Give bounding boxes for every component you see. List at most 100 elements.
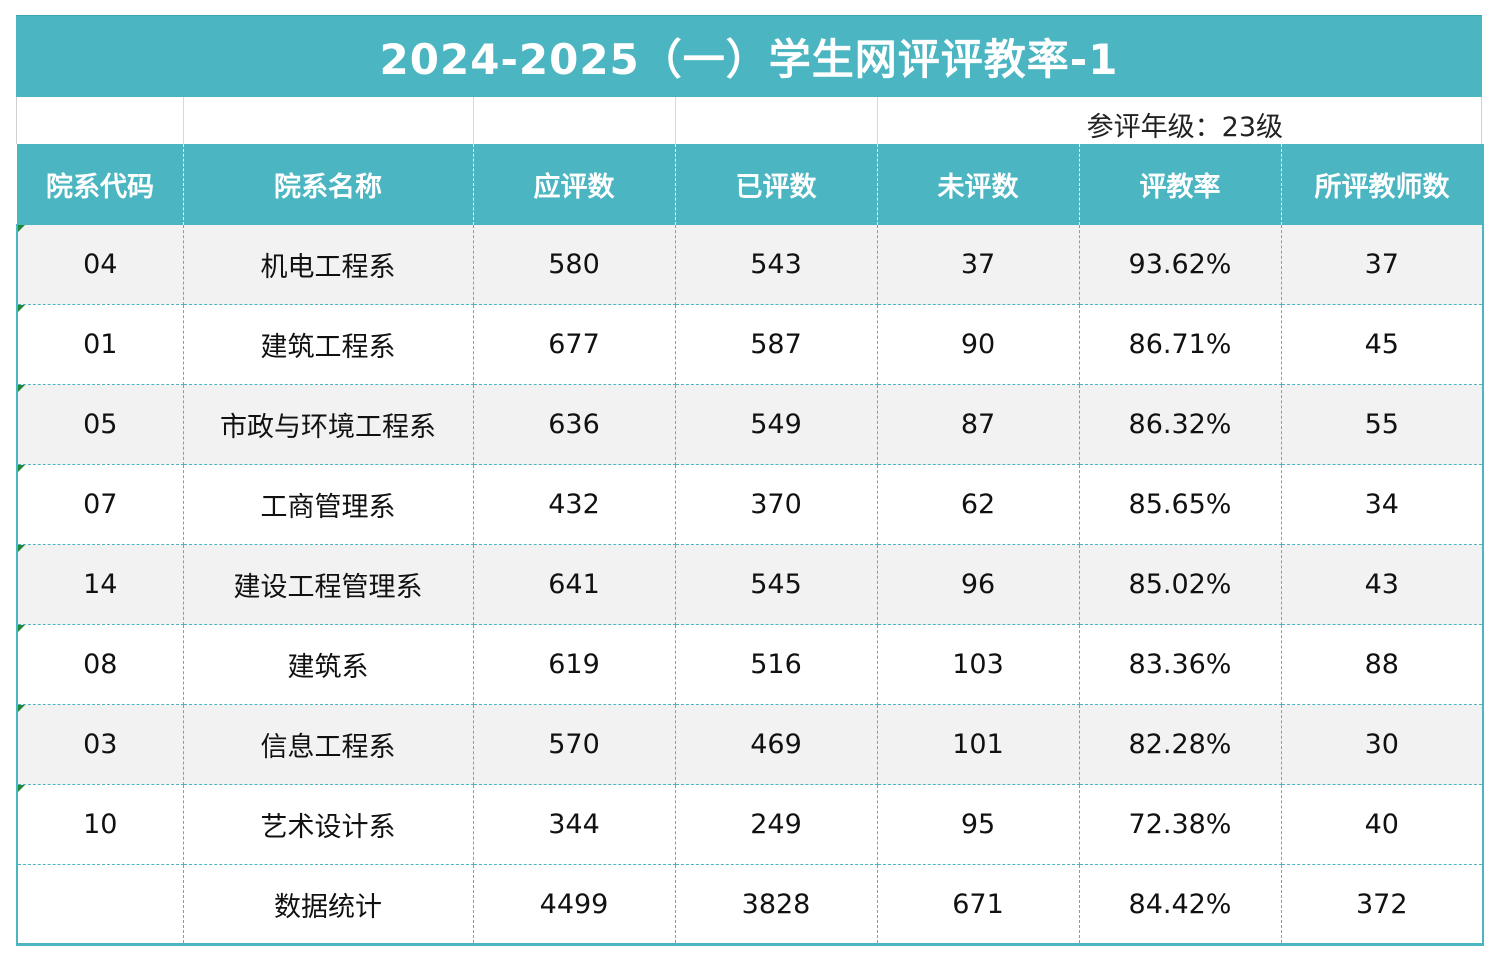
- cell-code[interactable]: 10: [16, 784, 184, 865]
- cell-pending[interactable]: 95: [876, 784, 1080, 865]
- cell-code-text: 14: [83, 569, 118, 600]
- cell-due[interactable]: 344: [472, 784, 676, 865]
- table-row: 08 建筑系 619 516 103 83.36% 88: [16, 624, 1484, 705]
- cell-rate[interactable]: 82.28%: [1078, 704, 1282, 785]
- cell-pending[interactable]: 96: [876, 544, 1080, 625]
- cell-teachers[interactable]: 37: [1280, 224, 1484, 305]
- cell-rate[interactable]: 86.71%: [1078, 304, 1282, 385]
- cell-code-text: 07: [83, 489, 118, 520]
- cell-due[interactable]: 677: [472, 304, 676, 385]
- header-teachers[interactable]: 所评教师数: [1280, 144, 1484, 225]
- error-marker-icon: [18, 225, 25, 232]
- grade-label: 参评年级：23级: [1086, 112, 1283, 143]
- header-pending[interactable]: 未评数: [876, 144, 1080, 225]
- cell-rate[interactable]: 85.02%: [1078, 544, 1282, 625]
- cell-pending[interactable]: 87: [876, 384, 1080, 465]
- cell-due[interactable]: 432: [472, 464, 676, 545]
- cell-name[interactable]: 建筑工程系: [182, 304, 474, 385]
- cell-due[interactable]: 570: [472, 704, 676, 785]
- header-code[interactable]: 院系代码: [16, 144, 184, 225]
- cell-code-text: 08: [83, 649, 118, 680]
- total-pending[interactable]: 671: [876, 864, 1080, 945]
- cell-rate[interactable]: 72.38%: [1078, 784, 1282, 865]
- cell-rate[interactable]: 93.62%: [1078, 224, 1282, 305]
- header-due[interactable]: 应评数: [472, 144, 676, 225]
- cell-done[interactable]: 587: [674, 304, 878, 385]
- cell-code[interactable]: 07: [16, 464, 184, 545]
- cell-done[interactable]: 516: [674, 624, 878, 705]
- error-marker-icon: [18, 785, 25, 792]
- cell-name[interactable]: 机电工程系: [182, 224, 474, 305]
- table-row: 10 艺术设计系 344 249 95 72.38% 40: [16, 784, 1484, 865]
- grid-line: [183, 97, 184, 144]
- error-marker-icon: [18, 465, 25, 472]
- cell-rate[interactable]: 85.65%: [1078, 464, 1282, 545]
- cell-due[interactable]: 641: [472, 544, 676, 625]
- cell-code[interactable]: 04: [16, 224, 184, 305]
- table-row: 04 机电工程系 580 543 37 93.62% 37: [16, 224, 1484, 305]
- cell-done[interactable]: 249: [674, 784, 878, 865]
- cell-rate[interactable]: 83.36%: [1078, 624, 1282, 705]
- info-row: 参评年级：23级: [16, 97, 1482, 144]
- cell-done[interactable]: 370: [674, 464, 878, 545]
- grid-line: [877, 97, 878, 144]
- cell-due[interactable]: 619: [472, 624, 676, 705]
- cell-done[interactable]: 543: [674, 224, 878, 305]
- cell-code[interactable]: 05: [16, 384, 184, 465]
- table-row: 05 市政与环境工程系 636 549 87 86.32% 55: [16, 384, 1484, 465]
- cell-teachers[interactable]: 55: [1280, 384, 1484, 465]
- cell-code[interactable]: 08: [16, 624, 184, 705]
- cell-teachers[interactable]: 88: [1280, 624, 1484, 705]
- cell-code-text: 04: [83, 249, 118, 280]
- cell-due[interactable]: 580: [472, 224, 676, 305]
- header-name[interactable]: 院系名称: [182, 144, 474, 225]
- cell-code[interactable]: 14: [16, 544, 184, 625]
- cell-rate[interactable]: 86.32%: [1078, 384, 1282, 465]
- cell-done[interactable]: 549: [674, 384, 878, 465]
- table-row: 03 信息工程系 570 469 101 82.28% 30: [16, 704, 1484, 785]
- total-label[interactable]: 数据统计: [182, 864, 474, 945]
- cell-due[interactable]: 636: [472, 384, 676, 465]
- table-row: 14 建设工程管理系 641 545 96 85.02% 43: [16, 544, 1484, 625]
- cell-name[interactable]: 信息工程系: [182, 704, 474, 785]
- sheet-title: 2024-2025（一）学生网评评教率-1: [16, 15, 1482, 97]
- header-row: 院系代码 院系名称 应评数 已评数 未评数 评教率 所评教师数: [16, 144, 1484, 225]
- total-teachers[interactable]: 372: [1280, 864, 1484, 945]
- spreadsheet: 2024-2025（一）学生网评评教率-1 参评年级：23级 院系代码 院系名称…: [16, 15, 1484, 946]
- error-marker-icon: [18, 305, 25, 312]
- cell-code-text: 05: [83, 409, 118, 440]
- header-rate[interactable]: 评教率: [1078, 144, 1282, 225]
- error-marker-icon: [18, 545, 25, 552]
- cell-teachers[interactable]: 45: [1280, 304, 1484, 385]
- cell-teachers[interactable]: 34: [1280, 464, 1484, 545]
- header-done[interactable]: 已评数: [674, 144, 878, 225]
- cell-done[interactable]: 545: [674, 544, 878, 625]
- table-row: 07 工商管理系 432 370 62 85.65% 34: [16, 464, 1484, 545]
- total-rate[interactable]: 84.42%: [1078, 864, 1282, 945]
- total-due[interactable]: 4499: [472, 864, 676, 945]
- error-marker-icon: [18, 705, 25, 712]
- cell-code-text: 03: [83, 729, 118, 760]
- grid-line: [473, 97, 474, 144]
- cell-teachers[interactable]: 43: [1280, 544, 1484, 625]
- cell-name[interactable]: 艺术设计系: [182, 784, 474, 865]
- error-marker-icon: [18, 625, 25, 632]
- cell-pending[interactable]: 37: [876, 224, 1080, 305]
- cell-code-text: 01: [83, 329, 118, 360]
- cell-code[interactable]: 03: [16, 704, 184, 785]
- cell-teachers[interactable]: 30: [1280, 704, 1484, 785]
- cell-name[interactable]: 市政与环境工程系: [182, 384, 474, 465]
- total-code[interactable]: [16, 864, 184, 945]
- cell-pending[interactable]: 103: [876, 624, 1080, 705]
- cell-name[interactable]: 工商管理系: [182, 464, 474, 545]
- total-done[interactable]: 3828: [674, 864, 878, 945]
- cell-pending[interactable]: 62: [876, 464, 1080, 545]
- cell-done[interactable]: 469: [674, 704, 878, 785]
- cell-teachers[interactable]: 40: [1280, 784, 1484, 865]
- cell-code[interactable]: 01: [16, 304, 184, 385]
- evaluation-table: 院系代码 院系名称 应评数 已评数 未评数 评教率 所评教师数 04 机电工程系…: [16, 144, 1484, 946]
- cell-pending[interactable]: 101: [876, 704, 1080, 785]
- cell-name[interactable]: 建筑系: [182, 624, 474, 705]
- cell-name[interactable]: 建设工程管理系: [182, 544, 474, 625]
- cell-pending[interactable]: 90: [876, 304, 1080, 385]
